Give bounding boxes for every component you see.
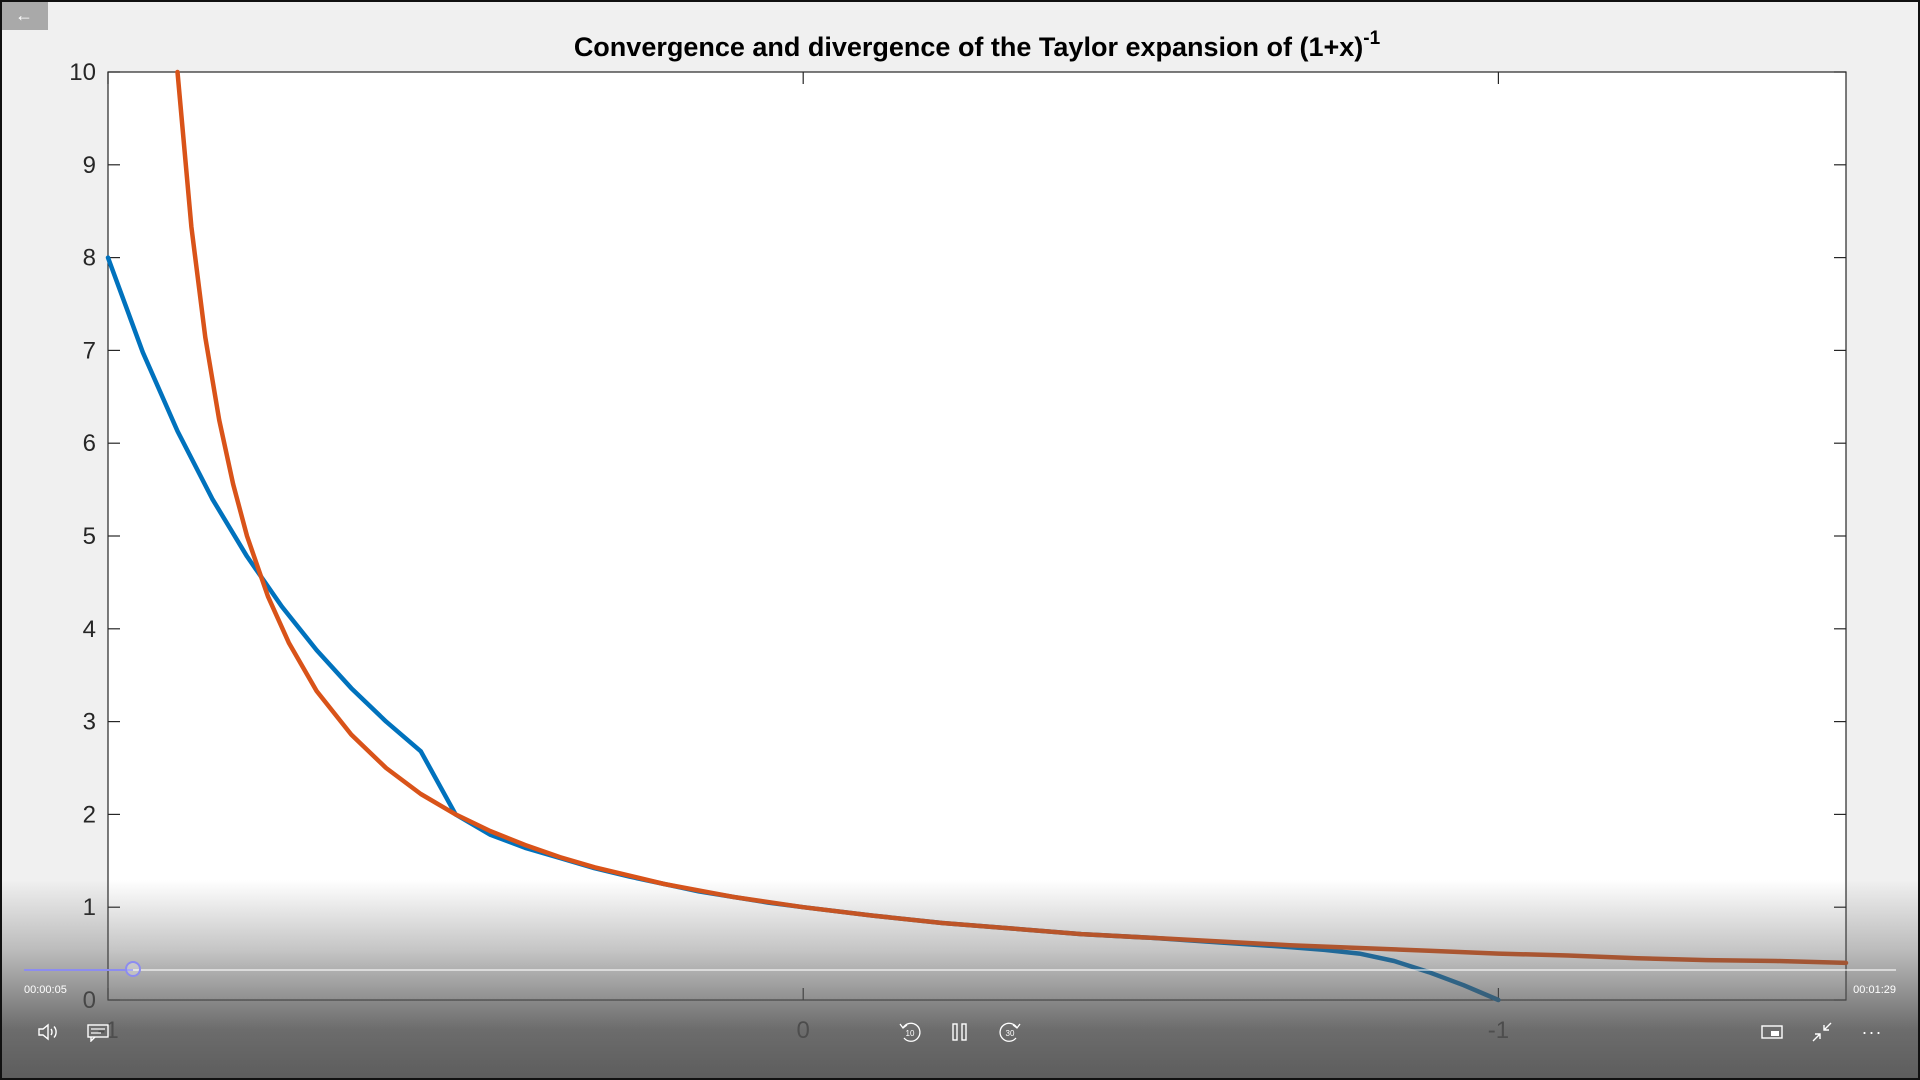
chart-title-superscript: -1	[1363, 28, 1380, 49]
player-controls: 00:00:05 00:01:29 10	[0, 940, 1920, 1080]
y-tick-label: 4	[83, 616, 96, 643]
back-arrow-icon: ←	[15, 5, 33, 25]
pause-icon	[952, 1023, 967, 1041]
exit-fullscreen-button[interactable]	[1802, 1012, 1842, 1052]
elapsed-time: 00:00:05	[24, 984, 67, 996]
skip-back-button[interactable]: 10	[890, 1012, 930, 1052]
skip-back-10-icon: 10	[899, 1022, 921, 1042]
y-tick-label: 3	[83, 709, 96, 736]
chart-title: Convergence and divergence of the Taylor…	[574, 28, 1381, 62]
y-tick-label: 7	[83, 337, 96, 364]
more-icon: ···	[1861, 1021, 1883, 1042]
skip-forward-label: 30	[1006, 1029, 1015, 1038]
back-button[interactable]: ←	[0, 0, 48, 30]
skip-forward-30-icon: 30	[999, 1022, 1021, 1042]
total-time: 00:01:29	[1853, 984, 1896, 996]
pause-button[interactable]	[940, 1012, 980, 1052]
volume-icon	[38, 1023, 57, 1041]
mini-view-button[interactable]	[1752, 1012, 1792, 1052]
exit-fullscreen-icon	[1812, 1022, 1832, 1042]
mini-view-icon	[1761, 1025, 1783, 1039]
plot-area	[107, 71, 1847, 1001]
captions-icon	[87, 1024, 109, 1042]
y-tick-label: 10	[69, 59, 96, 86]
seek-bar[interactable]	[24, 961, 1896, 977]
chart-title-text: Convergence and divergence of the Taylor…	[574, 32, 1363, 62]
volume-button[interactable]	[28, 1012, 68, 1052]
y-tick-label: 1	[83, 894, 96, 921]
captions-button[interactable]	[78, 1012, 118, 1052]
more-button[interactable]: ···	[1852, 1012, 1892, 1052]
seek-thumb[interactable]	[124, 961, 141, 977]
skip-forward-button[interactable]: 30	[990, 1012, 1030, 1052]
y-tick-label: 2	[83, 801, 96, 828]
y-tick-label: 6	[83, 430, 96, 457]
y-tick-label: 5	[83, 523, 96, 550]
skip-back-label: 10	[906, 1029, 915, 1038]
seek-progress	[24, 969, 133, 971]
y-tick-label: 9	[83, 152, 96, 179]
y-tick-label: 8	[83, 245, 96, 272]
